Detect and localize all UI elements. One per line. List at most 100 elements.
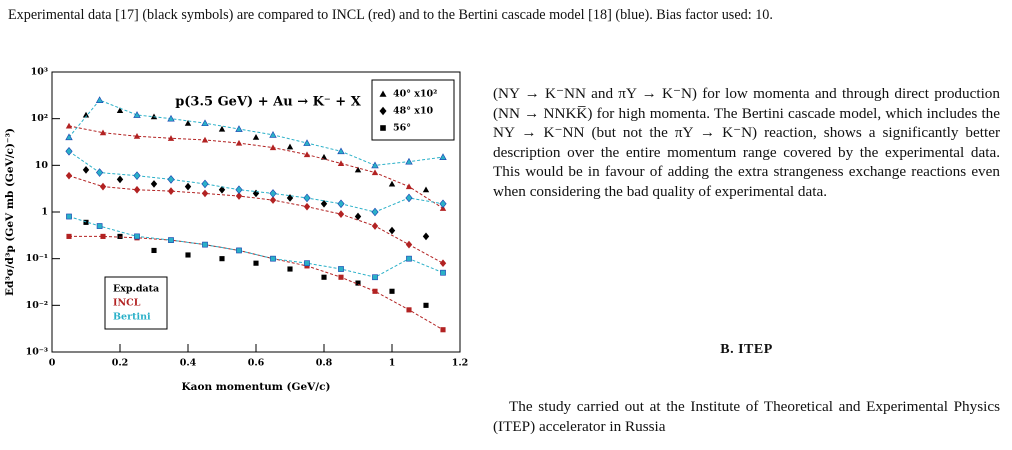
marker <box>388 180 396 187</box>
marker <box>117 233 123 239</box>
marker <box>219 256 225 262</box>
marker <box>66 233 72 239</box>
marker <box>201 179 209 189</box>
marker <box>337 210 345 218</box>
marker <box>95 96 104 103</box>
marker <box>371 207 379 217</box>
marker <box>303 139 311 146</box>
marker <box>389 288 395 294</box>
marker <box>151 247 157 254</box>
marker <box>133 185 141 194</box>
marker <box>405 183 413 190</box>
marker <box>270 255 276 262</box>
marker <box>185 252 191 258</box>
marker <box>167 175 175 184</box>
marker <box>134 233 140 240</box>
marker <box>337 147 345 155</box>
marker <box>269 144 277 151</box>
marker <box>150 180 158 188</box>
marker <box>235 125 243 132</box>
marker <box>439 153 447 160</box>
y-tick-label: 10³ <box>31 67 48 78</box>
marker <box>65 171 73 180</box>
y-tick-label: 10⁻¹ <box>26 253 48 264</box>
marker <box>65 122 73 129</box>
chart-title: p(3.5 GeV) + Au → K⁻ + X <box>175 95 362 110</box>
marker <box>303 193 311 203</box>
marker <box>320 199 328 208</box>
model-curve <box>69 235 444 331</box>
marker <box>371 222 379 230</box>
model-curve <box>68 175 444 264</box>
marker <box>379 106 387 116</box>
marker <box>96 168 104 177</box>
marker <box>99 182 107 191</box>
marker <box>236 247 242 254</box>
marker <box>355 280 361 286</box>
marker <box>82 166 90 174</box>
marker <box>252 134 260 140</box>
x-axis-label: Kaon momentum (GeV/c) <box>182 381 331 393</box>
y-tick-label: 10² <box>31 113 48 124</box>
marker <box>423 302 429 308</box>
x-tick-label: 1.2 <box>452 358 469 369</box>
model-curve <box>68 216 444 278</box>
legend-label: 48° x10 <box>393 106 434 117</box>
marker <box>201 119 209 127</box>
marker <box>116 107 124 114</box>
marker <box>253 260 259 266</box>
marker <box>287 266 293 272</box>
marker <box>99 129 107 136</box>
marker <box>321 274 327 280</box>
marker <box>405 157 413 165</box>
marker <box>116 175 124 184</box>
marker <box>422 186 430 193</box>
y-tick-label: 1 <box>41 207 48 218</box>
x-tick-label: 0.2 <box>112 358 129 369</box>
marker <box>96 223 103 229</box>
marker <box>354 166 362 173</box>
marker <box>371 161 379 169</box>
legend-label: Exp.data <box>113 284 159 295</box>
legend-label: 56° <box>393 123 411 134</box>
marker <box>405 193 413 203</box>
model-curve <box>68 150 444 213</box>
marker <box>372 274 378 281</box>
marker <box>405 240 413 249</box>
marker <box>184 119 192 126</box>
marker <box>184 182 192 191</box>
marker <box>440 269 446 276</box>
marker <box>269 196 277 204</box>
model-curve <box>68 125 444 209</box>
legend-label: Bertini <box>113 312 151 323</box>
marker <box>167 187 175 195</box>
x-tick-label: 1 <box>389 358 396 369</box>
y-tick-label: 10⁻² <box>26 300 48 311</box>
marker <box>269 131 277 138</box>
marker <box>218 185 226 194</box>
marker <box>201 136 209 143</box>
marker <box>380 125 386 131</box>
marker <box>252 189 260 198</box>
marker <box>133 111 141 118</box>
marker <box>303 151 311 158</box>
paragraph: The study carried out at the Institute o… <box>493 398 1000 435</box>
model-curve <box>68 99 444 166</box>
chart: p(3.5 GeV) + Au → K⁻ + X Kaon momentum (… <box>4 67 469 394</box>
marker <box>354 212 362 221</box>
legend-box <box>104 276 168 330</box>
marker <box>439 199 447 209</box>
marker <box>100 233 106 239</box>
marker <box>218 125 226 132</box>
marker <box>65 146 73 156</box>
marker <box>286 143 294 150</box>
marker <box>303 202 311 211</box>
marker <box>406 255 412 262</box>
marker <box>338 274 344 280</box>
marker <box>439 259 447 268</box>
y-axis-label: Ed³σ/d³p (GeV mb (GeV/c)⁻³) <box>4 128 16 296</box>
marker <box>201 189 209 198</box>
marker <box>372 288 378 294</box>
y-tick-label: 10⁻³ <box>26 347 48 358</box>
